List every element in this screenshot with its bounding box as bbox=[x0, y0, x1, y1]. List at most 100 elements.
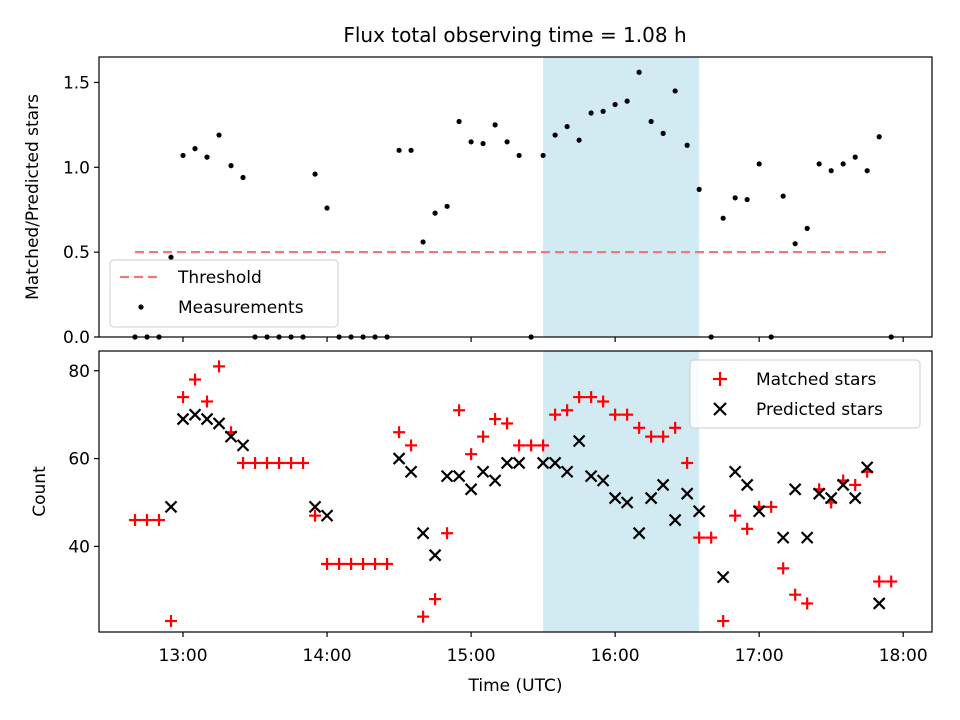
x-tick-label: 16:00 bbox=[591, 646, 640, 666]
top-legend: Threshold Measurements bbox=[109, 259, 339, 328]
measurement-point bbox=[552, 132, 558, 138]
matched-point bbox=[633, 421, 646, 434]
matched-point bbox=[693, 531, 706, 544]
bottom-x-ticks: 13:00 14:00 15:00 16:00 17:00 18:00 bbox=[159, 632, 928, 666]
matched-point bbox=[525, 439, 538, 452]
measurement-point bbox=[216, 132, 222, 138]
x-tick-label: 13:00 bbox=[159, 646, 208, 666]
matched-point bbox=[681, 456, 694, 469]
matched-point bbox=[741, 522, 754, 535]
matched-point bbox=[141, 514, 154, 527]
predicted-point bbox=[224, 430, 238, 443]
matched-point bbox=[405, 439, 418, 452]
measurement-point bbox=[228, 163, 234, 169]
measurement-point bbox=[600, 108, 606, 114]
predicted-point bbox=[404, 465, 418, 479]
matched-point bbox=[657, 430, 670, 443]
legend-measurements-swatch bbox=[138, 304, 144, 310]
predicted-point bbox=[536, 456, 550, 470]
predicted-point bbox=[596, 474, 610, 487]
predicted-point bbox=[164, 500, 178, 514]
measurement-point bbox=[816, 161, 822, 167]
y-tick-label: 0.0 bbox=[63, 328, 90, 348]
matched-point bbox=[129, 514, 142, 527]
matched-point bbox=[849, 478, 862, 491]
measurement-point bbox=[672, 88, 678, 94]
matched-point bbox=[213, 360, 226, 373]
top-axes-frame bbox=[98, 56, 933, 338]
x-tick-label: 17:00 bbox=[735, 646, 784, 666]
bottom-axes-frame bbox=[98, 350, 933, 633]
matched-point bbox=[477, 430, 490, 443]
measurement-point bbox=[864, 168, 870, 174]
measurement-point bbox=[516, 152, 522, 159]
legend-matched-label: Matched stars bbox=[756, 370, 876, 390]
measurement-point bbox=[468, 139, 474, 145]
matched-point bbox=[789, 588, 802, 601]
predicted-point bbox=[872, 597, 886, 610]
matched-point bbox=[237, 456, 250, 469]
y-tick-label: 1.5 bbox=[63, 73, 90, 93]
measurement-point bbox=[396, 147, 402, 153]
legend-predicted-swatch bbox=[713, 402, 727, 416]
predicted-point bbox=[752, 504, 766, 518]
matched-point bbox=[573, 391, 586, 404]
matched-point bbox=[765, 500, 778, 513]
measurement-point bbox=[168, 254, 174, 260]
predicted-point bbox=[848, 491, 862, 505]
measurement-point bbox=[840, 161, 846, 167]
x-tick-label: 18:00 bbox=[879, 646, 928, 666]
measurement-point bbox=[324, 205, 330, 211]
predicted-point bbox=[176, 412, 190, 426]
predicted-point bbox=[416, 526, 430, 540]
predicted-point bbox=[620, 496, 634, 509]
measurement-point bbox=[204, 154, 210, 160]
predicted-point bbox=[500, 456, 514, 470]
predicted-point bbox=[740, 478, 754, 492]
measurement-point bbox=[576, 137, 582, 143]
matched-point bbox=[873, 575, 886, 588]
measurement-point bbox=[612, 101, 618, 108]
x-tick-label: 15:00 bbox=[447, 646, 496, 666]
measurement-point bbox=[696, 186, 702, 192]
matched-point bbox=[453, 404, 466, 417]
predicted-point bbox=[560, 465, 574, 479]
predicted-point bbox=[464, 483, 478, 496]
matched-point bbox=[189, 373, 202, 386]
top-y-ticks: 0.0 0.5 1.0 1.5 bbox=[63, 73, 99, 348]
matched-point bbox=[777, 562, 790, 575]
predicted-point bbox=[584, 469, 598, 483]
matched-point bbox=[333, 557, 346, 570]
measurement-point bbox=[588, 110, 594, 116]
matched-point bbox=[561, 404, 574, 417]
predicted-stars-points bbox=[164, 408, 886, 610]
predicted-point bbox=[680, 487, 694, 500]
matched-point bbox=[261, 456, 274, 469]
legend-predicted-label: Predicted stars bbox=[756, 400, 883, 420]
measurement-point bbox=[792, 241, 798, 247]
measurement-point bbox=[648, 118, 654, 125]
matched-point bbox=[357, 557, 370, 570]
measurement-point bbox=[636, 69, 642, 75]
matched-point bbox=[537, 439, 550, 452]
matched-point bbox=[501, 417, 514, 430]
measurement-point bbox=[852, 154, 858, 160]
ratio-panel: 0.0 0.5 1.0 1.5 Matched/Predicted stars Thr… bbox=[23, 56, 933, 348]
predicted-point bbox=[800, 531, 814, 544]
predicted-point bbox=[824, 491, 838, 505]
measurement-point bbox=[192, 146, 198, 152]
predicted-point bbox=[476, 465, 490, 479]
x-tick-label: 14:00 bbox=[303, 646, 352, 666]
predicted-point bbox=[188, 408, 202, 421]
measurement-point bbox=[456, 118, 462, 125]
measurement-point bbox=[444, 203, 450, 209]
predicted-point bbox=[632, 526, 646, 540]
predicted-point bbox=[776, 531, 790, 544]
matched-point bbox=[429, 593, 442, 606]
matched-point bbox=[489, 413, 502, 426]
predicted-point bbox=[572, 434, 586, 448]
predicted-point bbox=[200, 412, 214, 426]
measurement-point bbox=[744, 196, 750, 203]
matched-point bbox=[165, 615, 178, 628]
highlight-span-bottom bbox=[543, 351, 700, 632]
